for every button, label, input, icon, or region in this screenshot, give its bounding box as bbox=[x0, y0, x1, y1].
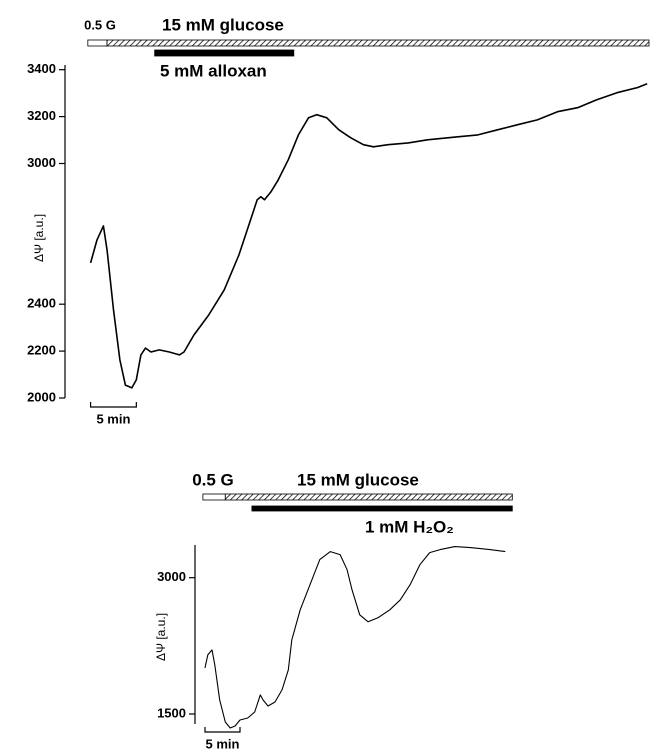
scale-bar-label: 5 min bbox=[96, 411, 130, 426]
y-tick-label: 2400 bbox=[27, 296, 56, 311]
protocol-label: 1 mM H₂O₂ bbox=[365, 517, 454, 536]
y-tick-label: 1500 bbox=[157, 705, 186, 720]
scale-bar bbox=[89, 402, 137, 408]
protocol-label: 5 mM alloxan bbox=[160, 61, 267, 80]
y-tick-label: 3400 bbox=[27, 61, 56, 76]
protocol-label: 0.5 G bbox=[192, 470, 234, 489]
protocol-label: 0.5 G bbox=[84, 17, 116, 32]
y-tick-label: 3200 bbox=[27, 108, 56, 123]
y-tick-label: 3000 bbox=[27, 155, 56, 170]
protocol-label: 15 mM glucose bbox=[297, 470, 419, 489]
protocol-bar bbox=[224, 493, 513, 501]
protocol-bar bbox=[87, 39, 108, 47]
protocol-label: 15 mM glucose bbox=[162, 15, 284, 34]
trace bbox=[204, 546, 506, 729]
y-tick-label: 2000 bbox=[27, 389, 56, 404]
protocol-bar bbox=[106, 39, 650, 47]
y-tick-label: 3000 bbox=[157, 569, 186, 584]
y-axis-label: ΔΨ [a.u.] bbox=[32, 214, 46, 262]
protocol-bar bbox=[202, 493, 226, 501]
protocol-bar bbox=[154, 49, 295, 57]
scale-bar bbox=[204, 727, 241, 733]
scale-bar-label: 5 min bbox=[206, 736, 240, 751]
y-axis-label: ΔΨ [a.u.] bbox=[154, 613, 168, 661]
protocol-bar bbox=[251, 505, 513, 512]
trace bbox=[89, 83, 648, 389]
y-tick-label: 2200 bbox=[27, 343, 56, 358]
